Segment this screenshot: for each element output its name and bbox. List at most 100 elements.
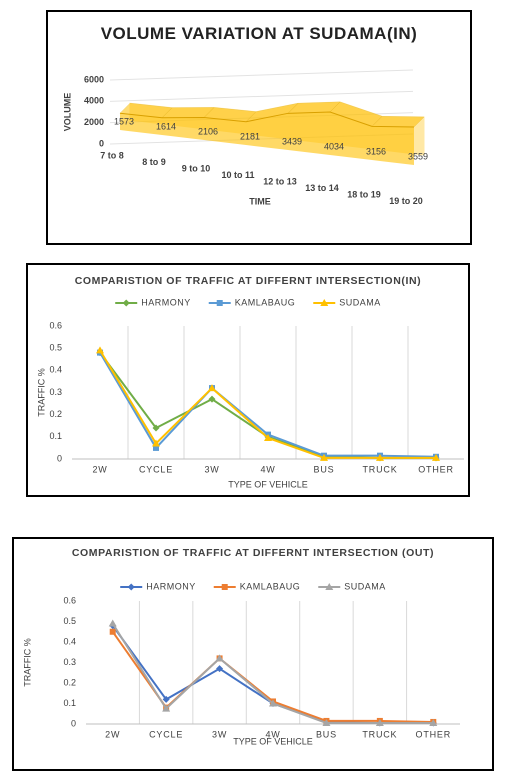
x-tick-label: 2W — [105, 729, 120, 739]
y-tick-label: 0.3 — [49, 387, 62, 397]
x-tick-label: 7 to 8 — [100, 150, 124, 160]
marker — [162, 704, 171, 712]
y-tick-label: 0.5 — [63, 616, 76, 626]
area-line — [119, 111, 415, 128]
x-tick-label: OTHER — [416, 729, 452, 739]
x-tick-label: 3W — [204, 464, 219, 474]
marker — [108, 619, 117, 627]
x-tick-label: 9 to 10 — [182, 163, 211, 173]
marker — [325, 583, 334, 590]
chart-title: VOLUME VARIATION AT SUDAMA(IN) — [100, 24, 418, 43]
marker — [375, 718, 384, 726]
marker — [320, 299, 329, 306]
marker — [96, 346, 104, 354]
marker — [376, 453, 384, 461]
y-tick-label: 2000 — [84, 117, 104, 127]
legend-label: KAMLABAUG — [235, 297, 296, 307]
marker — [122, 299, 130, 307]
marker — [264, 433, 272, 441]
marker — [320, 453, 328, 461]
x-tick-label: 19 to 20 — [389, 196, 423, 206]
y-tick-label: 0.1 — [49, 431, 62, 441]
legend-label: KAMLABAUG — [240, 581, 301, 591]
x-tick-label: BUS — [314, 464, 335, 474]
y-axis-title: TRAFFIC % — [36, 368, 46, 417]
y-tick-label: 0.4 — [49, 365, 62, 375]
area-fill — [120, 111, 414, 165]
data-label: 3559 — [408, 151, 428, 161]
data-label: 1614 — [156, 121, 176, 131]
y-tick-label: 0.6 — [49, 320, 62, 330]
data-label: 3439 — [282, 136, 302, 146]
series-line — [99, 349, 436, 459]
series-line — [111, 623, 434, 724]
y-tick-label: 0 — [57, 453, 62, 463]
chart-panel: VOLUME VARIATION AT SUDAMA(IN) 0 2000 4000… — [46, 10, 472, 245]
marker — [216, 665, 224, 673]
marker — [429, 718, 438, 726]
marker — [208, 384, 216, 392]
data-label: 3156 — [366, 146, 386, 156]
series-line — [99, 352, 436, 459]
x-tick-label: BUS — [316, 729, 337, 739]
chart: 0 0.1 0.2 0.3 0.4 0.5 0.6 2W CYCLE 3W 4W BUS TRUCK OT… — [36, 297, 464, 489]
y-tick-label: 6000 — [84, 74, 104, 84]
grid-line — [109, 69, 414, 81]
x-tick-label: 13 to 14 — [305, 183, 339, 193]
y-tick-label: 0.3 — [63, 657, 76, 667]
marker — [221, 584, 228, 590]
y-axis-title: VOLUME — [62, 93, 72, 132]
x-axis-title: TYPE OF VEHICLE — [228, 479, 308, 489]
chart-title: COMPARISTION OF TRAFFIC AT DIFFERNT INTE… — [71, 547, 435, 559]
marker — [269, 699, 277, 707]
marker — [153, 444, 159, 451]
marker — [208, 395, 216, 403]
y-tick-label: 0 — [99, 138, 104, 148]
data-label: 4034 — [324, 141, 344, 151]
series-line — [99, 352, 437, 458]
chart: 0 0.1 0.2 0.3 0.4 0.5 0.6 2W CYCLE 3W 4W BUS TRUCK OT… — [22, 581, 460, 746]
y-tick-label: 0.4 — [63, 636, 76, 646]
legend-label: SUDAMA — [339, 297, 381, 307]
marker — [216, 300, 223, 306]
y-tick-label: 0 — [71, 718, 76, 728]
chart-panel: COMPARISTION OF TRAFFIC AT DIFFERNT INTE… — [12, 537, 494, 771]
grid-line — [109, 90, 414, 102]
x-tick-label: CYCLE — [149, 729, 183, 739]
x-tick-label: 18 to 19 — [347, 189, 381, 199]
x-tick-label: 2W — [92, 464, 107, 474]
marker — [432, 453, 440, 461]
y-tick-label: 0.5 — [49, 343, 62, 353]
x-tick-label: 4W — [260, 464, 275, 474]
marker — [322, 718, 331, 726]
chart-panel: COMPARISTION OF TRAFFIC AT DIFFERNT INTE… — [26, 263, 470, 497]
series-line — [111, 625, 434, 724]
marker — [215, 654, 224, 662]
x-tick-label: 8 to 9 — [142, 157, 166, 167]
marker — [127, 583, 135, 591]
x-tick-label: 10 to 11 — [221, 170, 254, 180]
x-axis-title: TYPE OF VEHICLE — [233, 736, 313, 746]
x-tick-label: 12 to 13 — [263, 176, 297, 186]
marker — [152, 424, 160, 432]
data-label: 2106 — [198, 126, 218, 136]
data-label: 1573 — [114, 116, 134, 126]
y-tick-label: 4000 — [84, 96, 104, 106]
x-axis-title: TIME — [249, 196, 271, 206]
y-axis-title: TRAFFIC % — [22, 638, 32, 687]
series-line — [111, 631, 434, 723]
x-tick-label: TRUCK — [363, 464, 398, 474]
y-tick-label: 0.2 — [49, 409, 62, 419]
chart: 0 2000 4000 6000 1573 7 to 8 1614 8 to 9 2106 9 t… — [62, 69, 428, 206]
legend-label: SUDAMA — [344, 581, 386, 591]
x-tick-label: OTHER — [418, 464, 454, 474]
marker — [109, 628, 116, 635]
x-tick-label: 3W — [212, 729, 227, 739]
y-tick-label: 0.2 — [63, 677, 76, 687]
y-tick-label: 0.6 — [63, 595, 76, 605]
marker — [162, 695, 170, 703]
x-tick-label: 4W — [265, 729, 280, 739]
legend-label: HARMONY — [146, 581, 196, 591]
legend-label: HARMONY — [141, 297, 191, 307]
